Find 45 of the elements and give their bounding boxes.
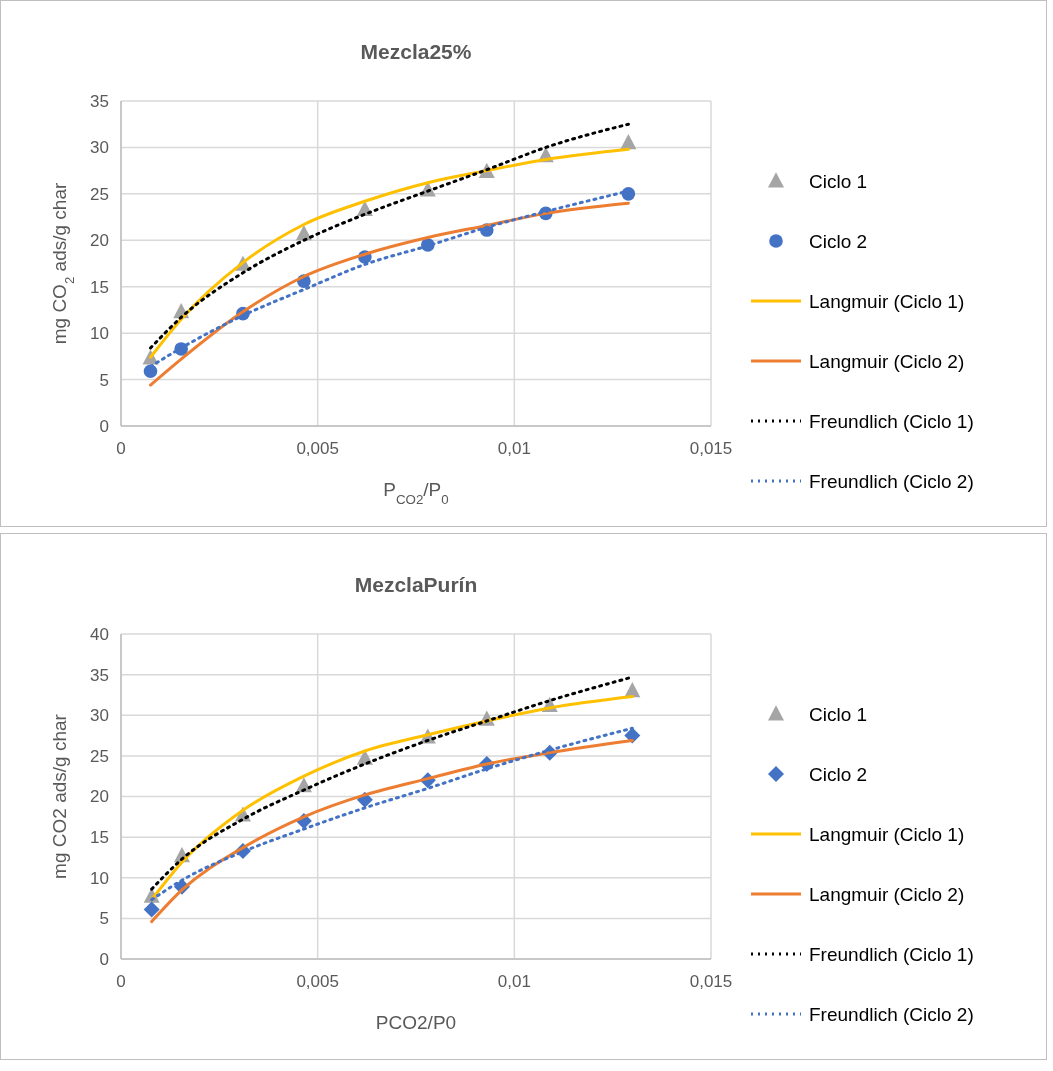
legend-label: Freundlich (Ciclo 1) [809, 943, 974, 965]
y-tick-label: 25 [90, 184, 109, 204]
legend-label: Ciclo 1 [809, 703, 868, 725]
x-tick-label: 0,005 [296, 439, 339, 458]
y-tick-label: 20 [90, 787, 109, 807]
y-tick-label: 25 [90, 746, 109, 766]
y-axis-title: mg CO2 ads/g char [49, 713, 70, 879]
legend-label: Freundlich (Ciclo 2) [809, 1003, 974, 1025]
y-tick-label: 0 [99, 949, 109, 969]
x-tick-label: 0,01 [497, 972, 531, 991]
y-tick-label: 10 [90, 868, 109, 888]
point [143, 364, 158, 379]
legend-label: Freundlich (Ciclo 2) [809, 470, 974, 492]
x-tick-label: 0,005 [296, 972, 339, 991]
y-tick-label: 15 [90, 277, 109, 297]
legend-label: Langmuir (Ciclo 2) [809, 350, 965, 372]
y-tick-label: 5 [99, 909, 109, 929]
x-tick-label: 0 [116, 972, 126, 991]
y-tick-label: 35 [90, 665, 109, 685]
y-tick-label: 10 [90, 324, 109, 344]
y-tick-label: 30 [90, 706, 109, 726]
y-tick-label: 15 [90, 828, 109, 848]
legend-label: Langmuir (Ciclo 1) [809, 823, 965, 845]
y-tick-label: 5 [99, 370, 109, 390]
legend-label: Ciclo 1 [809, 170, 868, 192]
chart-title: MezclaPurín [354, 573, 478, 596]
x-axis-title: PCO2/P0 [375, 1012, 457, 1033]
y-tick-label: 20 [90, 231, 109, 251]
y-tick-label: 35 [90, 91, 109, 111]
legend-label: Ciclo 2 [809, 763, 868, 785]
x-tick-label: 0 [116, 439, 126, 458]
point [620, 133, 637, 150]
legend-label: Freundlich (Ciclo 1) [809, 410, 974, 432]
legend-label: Langmuir (Ciclo 2) [809, 883, 965, 905]
y-tick-label: 40 [90, 624, 109, 644]
y-tick-label: 0 [99, 416, 109, 436]
point [143, 901, 160, 918]
x-axis-title: P$_{CO2}$/P$_{0}$ [383, 479, 449, 507]
chart-title: Mezcla25% [360, 40, 472, 63]
legend-label: Langmuir (Ciclo 1) [809, 290, 965, 312]
x-tick-label: 0,015 [689, 439, 733, 458]
x-tick-label: 0,015 [689, 972, 733, 991]
y-tick-label: 30 [90, 138, 109, 158]
legend-label: Ciclo 2 [809, 230, 868, 252]
x-tick-label: 0,01 [497, 439, 531, 458]
